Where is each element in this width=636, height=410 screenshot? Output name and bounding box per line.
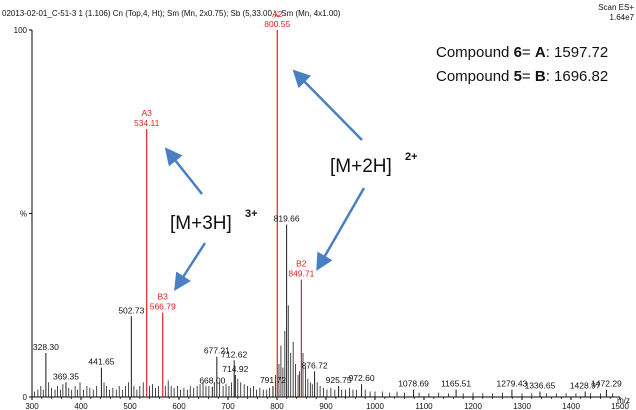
peak-tag-label: A2: [272, 9, 283, 19]
x-tick-label: 1300: [513, 402, 531, 410]
x-tick-label: 700: [221, 402, 235, 410]
x-tick-label: 600: [172, 402, 186, 410]
peak-value-label: 819.66: [274, 214, 300, 224]
peak-tag-label: B3: [158, 292, 169, 302]
intensity-scale: 1.64e7: [610, 13, 635, 22]
peak-value-label: 1165.51: [441, 379, 471, 389]
peak-value-label: 712.62: [221, 349, 247, 359]
x-tick-label: 400: [74, 402, 88, 410]
minor-peaks: [34, 305, 614, 397]
peak-value-label: 566.79: [150, 302, 176, 312]
peak-value-label: 677.21: [204, 346, 230, 356]
y-tick-label: 100: [14, 26, 28, 35]
x-tick-label: 1200: [464, 402, 482, 410]
m3h-label: [M+3H]: [170, 213, 232, 234]
header-info: 02013-02-01_C-51-3 1 (1.106) Cn (Top,4, …: [2, 9, 341, 18]
peak-value-label: 1336.65: [525, 380, 556, 390]
x-tick-label: 1100: [415, 402, 433, 410]
peak-value-label: 800.55: [264, 19, 290, 29]
arrow-to-b2: [316, 187, 366, 272]
m2h-label: [M+2H]: [330, 156, 392, 177]
compound-6-line: Compound 6= A: 1597.72: [436, 44, 608, 61]
y-tick-label: 0: [23, 393, 28, 402]
m3h-charge: 3+: [245, 208, 258, 220]
x-tick-label: 1400: [562, 402, 580, 410]
x-tick-label: 1500: [611, 402, 629, 410]
peak-value-label: 925.75: [326, 375, 352, 385]
peak-value-label: 369.35: [53, 371, 79, 381]
compound-5-line: Compound 5= B: 1696.82: [436, 68, 608, 85]
peak-value-label: 791.72: [260, 375, 286, 385]
x-tick-label: 800: [270, 402, 284, 410]
peak-value-label: 502.73: [118, 305, 144, 315]
peak-value-label: 668.00: [199, 376, 225, 386]
peak-value-label: 441.65: [88, 357, 114, 367]
x-tick-label: 500: [123, 402, 137, 410]
peak-value-label: 972.60: [349, 373, 375, 383]
arrow-to-a3: [164, 147, 203, 195]
peak-value-label: 1279.43: [497, 379, 528, 389]
peak-tag-label: A3: [142, 108, 153, 118]
peak-value-label: 1472.29: [591, 379, 622, 389]
x-axis-ticks: 300 400 500 600 700 800 900 1000 1100 1200 1300 140…: [25, 397, 629, 410]
peak-value-label: 1428.97: [570, 380, 601, 390]
x-tick-label: 1000: [366, 402, 384, 410]
x-axis-label: m/z: [617, 396, 630, 405]
peak-value-label: 1078.69: [398, 379, 429, 389]
x-tick-label: 900: [319, 402, 333, 410]
peak-value-label: 714.92: [222, 364, 248, 374]
peak-tag-label: B2: [296, 259, 307, 269]
arrow-to-a2: [292, 69, 363, 141]
m2h-charge: 2+: [405, 151, 418, 163]
y-axis-ticks: 0% 100: [14, 26, 32, 402]
scan-mode: Scan ES+: [598, 3, 634, 12]
arrow-to-b3: [174, 242, 207, 291]
peak-value-label: 876.72: [302, 360, 328, 370]
peak-value-label: 849.71: [288, 269, 314, 279]
y-tick-label: %: [20, 210, 27, 219]
peak-value-label: 534.11: [134, 118, 160, 128]
peak-value-label: 328.30: [33, 342, 59, 352]
x-tick-label: 300: [25, 402, 39, 410]
